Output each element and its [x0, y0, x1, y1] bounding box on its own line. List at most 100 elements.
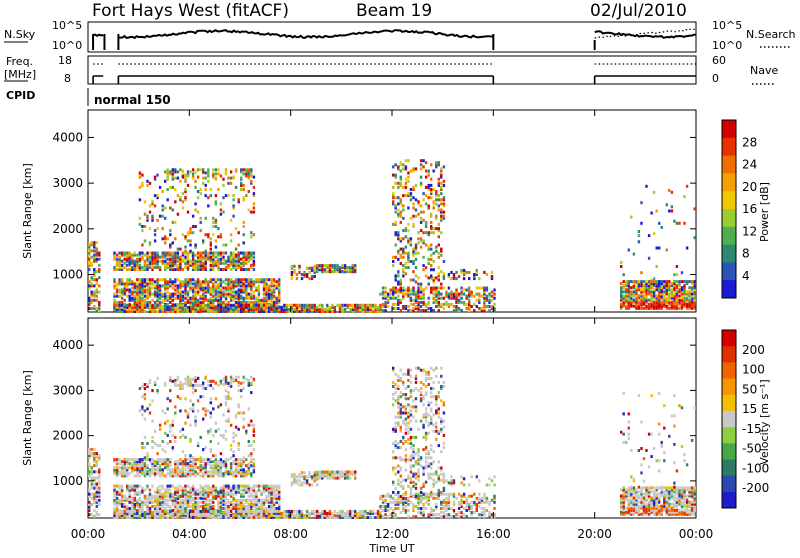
heatmap-cell	[420, 159, 422, 162]
heatmap-cell	[438, 301, 440, 304]
heatmap-cell	[448, 303, 450, 306]
heatmap-cell	[141, 446, 143, 449]
heatmap-cell	[144, 436, 146, 439]
heatmap-cell	[255, 287, 257, 290]
heatmap-cell	[324, 308, 326, 311]
heatmap-cell	[167, 485, 169, 488]
heatmap-cell	[212, 217, 214, 220]
heatmap-cell	[276, 507, 278, 510]
heatmap-cell	[232, 215, 234, 218]
heatmap-cell	[197, 291, 199, 294]
heatmap-cell	[430, 231, 432, 234]
heatmap-cell	[93, 299, 95, 302]
heatmap-cell	[179, 304, 181, 307]
heatmap-cell	[210, 487, 212, 490]
heatmap-cell	[134, 485, 136, 488]
heatmap-cell	[440, 198, 442, 201]
heatmap-cell	[253, 252, 255, 255]
heatmap-cell	[428, 246, 430, 249]
heatmap-cell	[250, 464, 252, 467]
heatmap-cell	[354, 264, 356, 267]
heatmap-cell	[250, 510, 252, 513]
heatmap-cell	[230, 233, 232, 236]
heatmap-cell	[197, 377, 199, 380]
heatmap-cell	[200, 168, 202, 171]
heatmap-cell	[230, 514, 232, 517]
heatmap-cell	[334, 264, 336, 267]
heatmap-cell	[478, 287, 480, 290]
heatmap-cell	[372, 304, 374, 307]
heatmap-cell	[405, 252, 407, 255]
heatmap-cell	[253, 233, 255, 236]
heatmap-cell	[400, 287, 402, 290]
heatmap-cell	[184, 454, 186, 457]
heatmap-cell	[139, 474, 141, 477]
heatmap-cell	[93, 470, 95, 473]
heatmap-cell	[96, 289, 98, 292]
heatmap-cell	[197, 458, 199, 461]
heatmap-cell	[422, 256, 424, 259]
heatmap-cell	[167, 516, 169, 519]
heatmap-cell	[392, 291, 394, 294]
heatmap-cell	[192, 304, 194, 307]
heatmap-cell	[253, 176, 255, 179]
heatmap-cell	[134, 458, 136, 461]
heatmap-cell	[412, 202, 414, 205]
heatmap-cell	[278, 503, 280, 506]
heatmap-cell	[415, 215, 417, 218]
heatmap-cell	[232, 460, 234, 463]
heatmap-cell	[167, 503, 169, 506]
heatmap-cell	[182, 295, 184, 298]
heatmap-cell	[131, 254, 133, 257]
heatmap-cell	[240, 412, 242, 415]
heatmap-cell	[382, 287, 384, 290]
heatmap-cell	[683, 297, 685, 300]
heatmap-cell	[167, 420, 169, 423]
heatmap-cell	[628, 280, 630, 283]
heatmap-cell	[121, 264, 123, 267]
heatmap-cell	[210, 384, 212, 387]
heatmap-cell	[463, 269, 465, 272]
heatmap-cell	[395, 174, 397, 177]
heatmap-cell	[466, 289, 468, 292]
heatmap-cell	[200, 501, 202, 504]
heatmap-cell	[407, 287, 409, 290]
heatmap-cell	[666, 297, 668, 300]
heatmap-cell	[179, 501, 181, 504]
heatmap-cell	[458, 299, 460, 302]
heatmap-cell	[240, 485, 242, 488]
heatmap-cell	[88, 470, 90, 473]
heatmap-cell	[238, 198, 240, 201]
heatmap-cell	[113, 304, 115, 307]
heatmap-cell	[428, 231, 430, 234]
heatmap-cell	[306, 267, 308, 270]
heatmap-cell	[184, 436, 186, 439]
heatmap-cell	[182, 291, 184, 294]
heatmap-cell	[620, 261, 622, 264]
heatmap-cell	[250, 458, 252, 461]
heatmap-cell	[412, 260, 414, 263]
heatmap-cell	[392, 174, 394, 177]
heatmap-cell	[144, 254, 146, 257]
heatmap-cell	[167, 499, 169, 502]
heatmap-cell	[162, 440, 164, 443]
heatmap-cell	[428, 276, 430, 279]
heatmap-cell	[91, 452, 93, 455]
heatmap-cell	[144, 278, 146, 281]
heatmap-cell	[481, 307, 483, 310]
heatmap-cell	[174, 379, 176, 382]
heatmap-cell	[144, 446, 146, 449]
heatmap-cell	[382, 297, 384, 300]
heatmap-cell	[207, 168, 209, 171]
heatmap-cell	[139, 223, 141, 226]
heatmap-cell	[96, 278, 98, 281]
heatmap-cell	[640, 201, 642, 204]
heatmap-cell	[296, 479, 298, 482]
heatmap-cell	[215, 458, 217, 461]
heatmap-cell	[202, 256, 204, 259]
heatmap-cell	[392, 264, 394, 267]
heatmap-cell	[194, 389, 196, 392]
heatmap-cell	[174, 297, 176, 300]
heatmap-cell	[273, 485, 275, 488]
heatmap-cell	[222, 507, 224, 510]
